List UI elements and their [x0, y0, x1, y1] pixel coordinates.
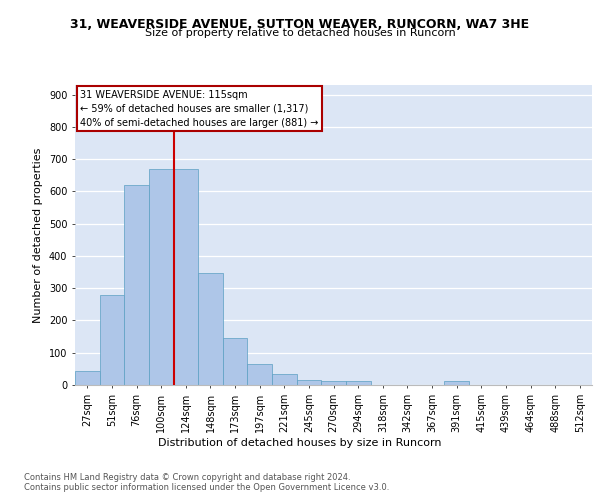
Text: Contains public sector information licensed under the Open Government Licence v3: Contains public sector information licen…: [24, 484, 389, 492]
Bar: [75, 371, 100, 385]
Bar: [149, 168, 173, 385]
Bar: [321, 382, 346, 385]
Bar: [445, 382, 469, 385]
Bar: [272, 374, 296, 385]
Text: Size of property relative to detached houses in Runcorn: Size of property relative to detached ho…: [145, 28, 455, 38]
Bar: [346, 382, 371, 385]
Bar: [247, 364, 272, 385]
Bar: [198, 273, 223, 385]
Y-axis label: Number of detached properties: Number of detached properties: [34, 148, 43, 322]
Text: 31, WEAVERSIDE AVENUE, SUTTON WEAVER, RUNCORN, WA7 3HE: 31, WEAVERSIDE AVENUE, SUTTON WEAVER, RU…: [70, 18, 530, 30]
Text: 31 WEAVERSIDE AVENUE: 115sqm
← 59% of detached houses are smaller (1,317)
40% of: 31 WEAVERSIDE AVENUE: 115sqm ← 59% of de…: [80, 90, 319, 128]
Bar: [173, 168, 198, 385]
Bar: [100, 294, 124, 385]
Bar: [296, 380, 321, 385]
Text: Contains HM Land Registry data © Crown copyright and database right 2024.: Contains HM Land Registry data © Crown c…: [24, 472, 350, 482]
Bar: [124, 184, 149, 385]
Text: Distribution of detached houses by size in Runcorn: Distribution of detached houses by size …: [158, 438, 442, 448]
Bar: [223, 338, 247, 385]
